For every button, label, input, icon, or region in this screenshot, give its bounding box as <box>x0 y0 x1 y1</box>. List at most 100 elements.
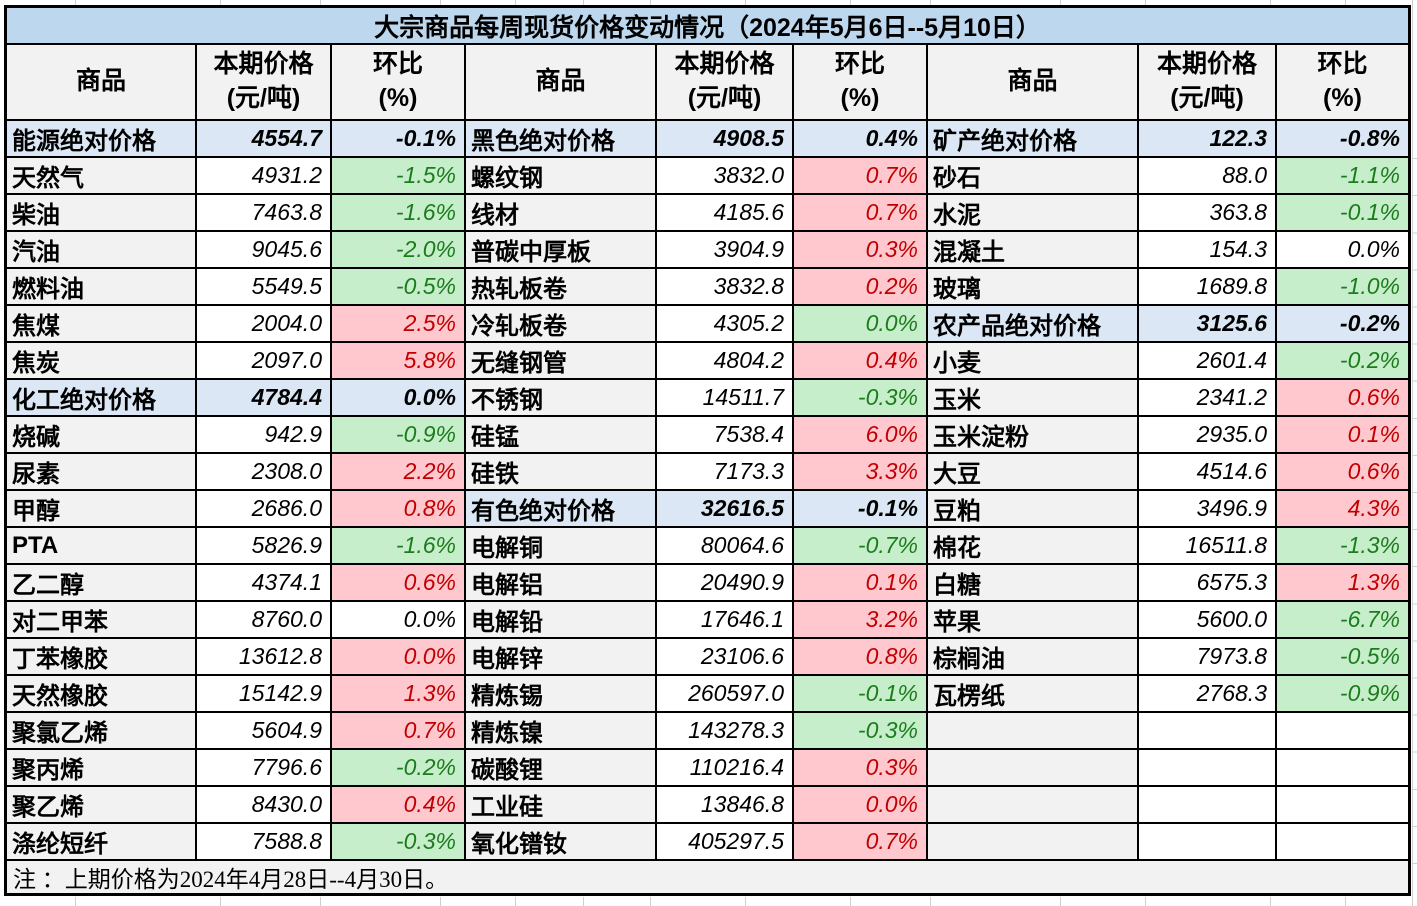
price-cell[interactable]: 942.9 <box>197 417 332 454</box>
commodity-cell[interactable]: 瓦楞纸 <box>928 676 1139 713</box>
price-cell[interactable]: 2601.4 <box>1139 343 1277 380</box>
commodity-cell[interactable] <box>928 787 1139 824</box>
pct-cell[interactable]: 0.0% <box>332 602 466 639</box>
pct-cell[interactable]: -0.2% <box>1277 306 1408 343</box>
pct-cell[interactable]: 0.0% <box>794 787 928 824</box>
price-cell[interactable]: 2341.2 <box>1139 380 1277 417</box>
pct-cell[interactable]: -0.2% <box>332 750 466 787</box>
pct-cell[interactable]: 0.3% <box>794 232 928 269</box>
commodity-cell[interactable]: 尿素 <box>7 454 197 491</box>
pct-cell[interactable]: -0.1% <box>794 491 928 528</box>
price-cell[interactable]: 4804.2 <box>657 343 794 380</box>
price-cell[interactable]: 4931.2 <box>197 158 332 195</box>
pct-cell[interactable]: -0.2% <box>1277 343 1408 380</box>
commodity-cell[interactable]: 硅铁 <box>466 454 657 491</box>
price-cell[interactable]: 13612.8 <box>197 639 332 676</box>
commodity-cell[interactable]: 水泥 <box>928 195 1139 232</box>
pct-cell[interactable]: 2.2% <box>332 454 466 491</box>
price-cell[interactable]: 5826.9 <box>197 528 332 565</box>
commodity-cell[interactable]: 无缝钢管 <box>466 343 657 380</box>
commodity-cell[interactable]: 聚丙烯 <box>7 750 197 787</box>
price-cell[interactable]: 23106.6 <box>657 639 794 676</box>
header-commodity-3[interactable]: 商品 <box>928 45 1139 121</box>
pct-cell[interactable] <box>1277 713 1408 750</box>
commodity-cell[interactable]: 涤纶短纤 <box>7 824 197 861</box>
pct-cell[interactable]: 0.7% <box>794 195 928 232</box>
price-cell[interactable]: 20490.9 <box>657 565 794 602</box>
commodity-cell[interactable]: 氧化镨钕 <box>466 824 657 861</box>
commodity-cell[interactable]: 燃料油 <box>7 269 197 306</box>
header-price-1[interactable]: 本期价格 (元/吨) <box>197 45 332 121</box>
pct-cell[interactable]: 0.4% <box>794 343 928 380</box>
commodity-cell[interactable]: 化工绝对价格 <box>7 380 197 417</box>
price-cell[interactable]: 9045.6 <box>197 232 332 269</box>
pct-cell[interactable]: -1.1% <box>1277 158 1408 195</box>
commodity-cell[interactable]: 甲醇 <box>7 491 197 528</box>
commodity-cell[interactable]: 电解锌 <box>466 639 657 676</box>
commodity-cell[interactable]: 玉米 <box>928 380 1139 417</box>
pct-cell[interactable]: 0.3% <box>794 750 928 787</box>
header-pct-3[interactable]: 环比 (%) <box>1277 45 1408 121</box>
pct-cell[interactable]: 0.6% <box>332 565 466 602</box>
pct-cell[interactable] <box>1277 750 1408 787</box>
pct-cell[interactable]: 1.3% <box>1277 565 1408 602</box>
commodity-cell[interactable]: 电解铝 <box>466 565 657 602</box>
price-cell[interactable] <box>1139 787 1277 824</box>
header-pct-2[interactable]: 环比 (%) <box>794 45 928 121</box>
price-cell[interactable]: 405297.5 <box>657 824 794 861</box>
pct-cell[interactable]: 0.6% <box>1277 454 1408 491</box>
commodity-cell[interactable]: 有色绝对价格 <box>466 491 657 528</box>
commodity-cell[interactable]: PTA <box>7 528 197 565</box>
pct-cell[interactable]: -0.1% <box>794 676 928 713</box>
price-cell[interactable]: 1689.8 <box>1139 269 1277 306</box>
commodity-cell[interactable]: 玻璃 <box>928 269 1139 306</box>
commodity-cell[interactable]: 碳酸锂 <box>466 750 657 787</box>
commodity-cell[interactable]: 普碳中厚板 <box>466 232 657 269</box>
price-cell[interactable]: 7973.8 <box>1139 639 1277 676</box>
price-cell[interactable]: 7538.4 <box>657 417 794 454</box>
pct-cell[interactable]: 0.0% <box>794 306 928 343</box>
price-cell[interactable]: 5600.0 <box>1139 602 1277 639</box>
price-cell[interactable]: 4305.2 <box>657 306 794 343</box>
commodity-cell[interactable]: 砂石 <box>928 158 1139 195</box>
commodity-cell[interactable]: 焦炭 <box>7 343 197 380</box>
price-cell[interactable]: 122.3 <box>1139 121 1277 158</box>
pct-cell[interactable]: 6.0% <box>794 417 928 454</box>
pct-cell[interactable]: 0.0% <box>332 639 466 676</box>
pct-cell[interactable] <box>1277 787 1408 824</box>
price-cell[interactable] <box>1139 713 1277 750</box>
pct-cell[interactable]: 0.4% <box>332 787 466 824</box>
price-cell[interactable]: 7796.6 <box>197 750 332 787</box>
price-cell[interactable]: 14511.7 <box>657 380 794 417</box>
pct-cell[interactable]: -1.3% <box>1277 528 1408 565</box>
pct-cell[interactable]: 0.1% <box>1277 417 1408 454</box>
table-title[interactable]: 大宗商品每周现货价格变动情况（2024年5月6日--5月10日） <box>7 8 1408 45</box>
commodity-cell[interactable]: 黑色绝对价格 <box>466 121 657 158</box>
pct-cell[interactable]: 0.4% <box>794 121 928 158</box>
pct-cell[interactable]: -0.5% <box>332 269 466 306</box>
pct-cell[interactable]: 0.0% <box>332 380 466 417</box>
pct-cell[interactable]: -0.1% <box>1277 195 1408 232</box>
pct-cell[interactable]: 3.3% <box>794 454 928 491</box>
price-cell[interactable]: 3904.9 <box>657 232 794 269</box>
price-cell[interactable]: 16511.8 <box>1139 528 1277 565</box>
pct-cell[interactable]: -1.0% <box>1277 269 1408 306</box>
commodity-cell[interactable]: 豆粕 <box>928 491 1139 528</box>
pct-cell[interactable]: 0.7% <box>794 158 928 195</box>
price-cell[interactable]: 2004.0 <box>197 306 332 343</box>
pct-cell[interactable]: 3.2% <box>794 602 928 639</box>
commodity-cell[interactable]: 精炼镍 <box>466 713 657 750</box>
pct-cell[interactable]: 0.8% <box>332 491 466 528</box>
price-cell[interactable]: 363.8 <box>1139 195 1277 232</box>
header-price-3[interactable]: 本期价格 (元/吨) <box>1139 45 1277 121</box>
pct-cell[interactable]: -1.6% <box>332 195 466 232</box>
header-price-2[interactable]: 本期价格 (元/吨) <box>657 45 794 121</box>
commodity-cell[interactable]: 热轧板卷 <box>466 269 657 306</box>
pct-cell[interactable]: 0.7% <box>332 713 466 750</box>
pct-cell[interactable]: 0.0% <box>1277 232 1408 269</box>
price-cell[interactable]: 4514.6 <box>1139 454 1277 491</box>
price-cell[interactable]: 15142.9 <box>197 676 332 713</box>
commodity-cell[interactable]: 丁苯橡胶 <box>7 639 197 676</box>
price-cell[interactable]: 8760.0 <box>197 602 332 639</box>
price-cell[interactable]: 2686.0 <box>197 491 332 528</box>
